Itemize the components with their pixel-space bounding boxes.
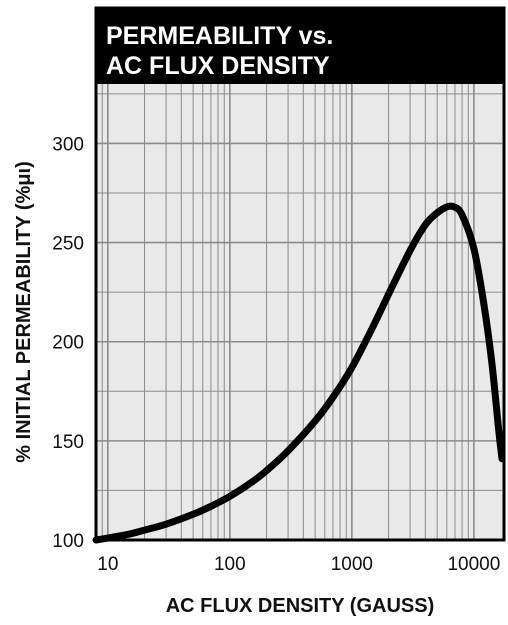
y-axis-title: % INITIAL PERMEABILITY (%μι) — [13, 161, 35, 463]
y-tick-label: 200 — [52, 333, 84, 354]
y-tick-labels: 100 150 200 250 300 — [52, 134, 84, 552]
x-tick-labels: 10 100 1000 10000 — [97, 554, 500, 575]
chart-frame — [94, 6, 506, 542]
y-tick-label: 250 — [52, 234, 84, 255]
x-tick-label: 10 — [97, 554, 118, 575]
chart-title-line-1: PERMEABILITY vs. — [106, 22, 333, 50]
x-tick-label: 100 — [214, 554, 246, 575]
permeability-curve — [92, 202, 506, 544]
x-axis-title: AC FLUX DENSITY (GAUSS) — [166, 595, 435, 617]
y-tick-label: 150 — [52, 432, 84, 453]
title-bar — [96, 8, 504, 84]
x-tick-label: 1000 — [331, 554, 373, 575]
grid-lines — [95, 84, 502, 540]
curve-layer — [92, 202, 506, 544]
y-tick-label: 300 — [52, 134, 84, 155]
plot-area — [96, 84, 504, 540]
chart-title-line-2: AC FLUX DENSITY — [106, 52, 330, 80]
y-tick-label: 100 — [52, 531, 84, 552]
x-tick-label: 10000 — [447, 554, 500, 575]
